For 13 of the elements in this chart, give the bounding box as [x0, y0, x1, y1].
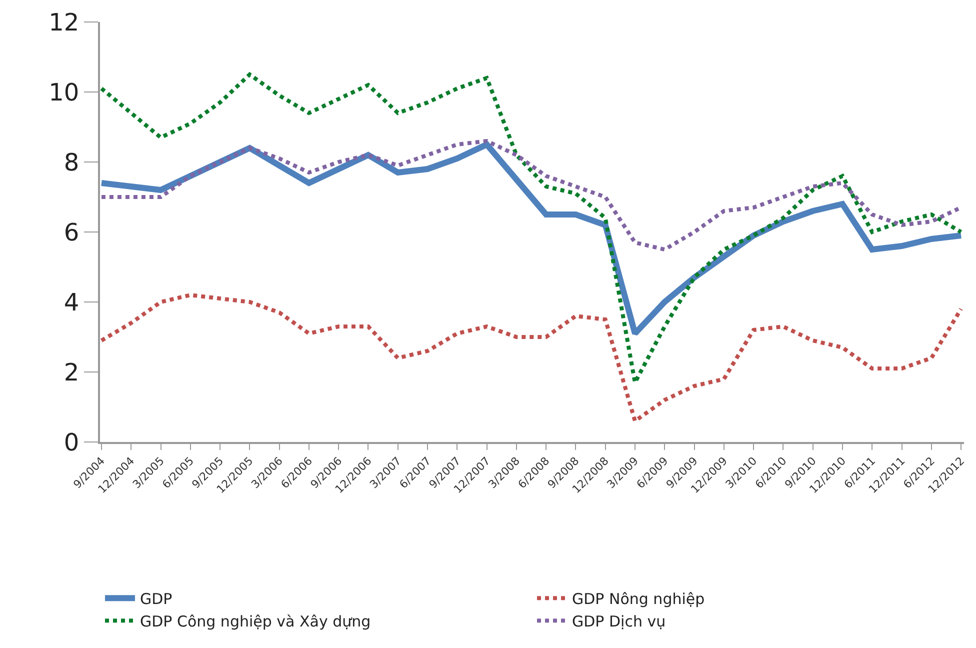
y-tick-label: 12	[48, 8, 80, 36]
y-tick-label: 6	[64, 218, 80, 246]
legend-label: GDP	[140, 590, 172, 608]
legend-label: GDP Nông nghiệp	[572, 590, 705, 608]
legend-label: GDP Công nghiệp và Xây dựng	[140, 612, 371, 631]
legend-label: GDP Dịch vụ	[572, 612, 666, 631]
y-tick-label: 0	[64, 428, 80, 456]
y-tick-label: 10	[48, 78, 80, 106]
y-tick-label: 2	[64, 358, 80, 386]
y-tick-label: 8	[64, 148, 80, 176]
line-series	[100, 72, 964, 384]
y-tick-label: 4	[64, 288, 80, 316]
line-series	[100, 293, 964, 423]
